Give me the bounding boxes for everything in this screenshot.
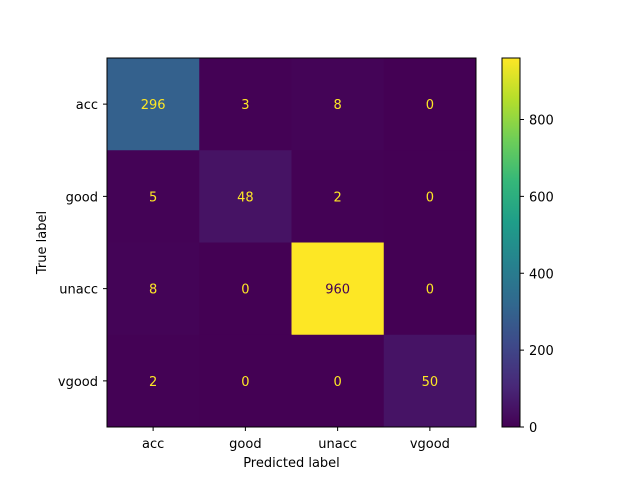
heatmap-cell	[291, 150, 385, 243]
heatmap-cells	[107, 58, 477, 428]
y-axis-label: True label	[35, 211, 50, 275]
x-tick-label: acc	[142, 437, 164, 452]
heatmap-cell	[107, 150, 200, 243]
x-tick-label: vgood	[410, 437, 450, 452]
colorbar-tick-label: 800	[529, 114, 554, 129]
heatmap-cell	[107, 242, 200, 336]
cell-value-label: 0	[426, 98, 434, 113]
heatmap-cell	[199, 150, 292, 243]
heatmap-cell	[107, 334, 200, 428]
y-tick-label: vgood	[58, 375, 98, 390]
cell-value-label: 960	[325, 283, 350, 298]
heatmap-cell	[199, 334, 292, 428]
x-axis-label: Predicted label	[243, 456, 340, 471]
x-tick-label: good	[229, 437, 261, 452]
cell-value-label: 48	[237, 190, 254, 205]
cell-value-label: 0	[426, 283, 434, 298]
heatmap-cell	[291, 334, 385, 428]
colorbar-ticks: 0 200 400 600 800	[520, 114, 554, 436]
cell-value-label: 2	[149, 375, 157, 390]
cell-value-label: 8	[149, 283, 157, 298]
y-tick-label: unacc	[59, 283, 98, 298]
cell-value-label: 0	[241, 283, 249, 298]
heatmap-cell	[199, 242, 292, 336]
heatmap-cell	[291, 242, 385, 336]
cell-value-label: 3	[241, 98, 249, 113]
cell-value-label: 0	[333, 375, 341, 390]
x-axis-ticks: acc good unacc vgood	[142, 427, 450, 452]
cell-value-labels: 296 3 8 0 5 48 2 0 8 0 960 0 2 0 0 50	[141, 98, 438, 390]
heatmap-cell	[291, 58, 385, 151]
colorbar	[501, 57, 521, 428]
cell-value-label: 5	[149, 190, 157, 205]
heatmap-cell	[107, 58, 200, 151]
colorbar-tick-label: 600	[529, 190, 554, 205]
heatmap-cell	[383, 242, 477, 336]
cell-value-label: 0	[241, 375, 249, 390]
cell-value-label: 0	[426, 190, 434, 205]
cell-value-label: 296	[141, 98, 166, 113]
y-tick-label: acc	[76, 98, 98, 113]
x-tick-label: unacc	[318, 437, 357, 452]
heatmap-cell	[383, 58, 477, 151]
y-tick-label: good	[66, 190, 98, 205]
colorbar-tick-label: 0	[529, 421, 537, 436]
heatmap-cell	[199, 58, 292, 151]
cell-value-label: 50	[422, 375, 439, 390]
colorbar-tick-label: 400	[529, 267, 554, 282]
heatmap-cell	[383, 334, 477, 428]
y-axis-ticks: acc good unacc vgood	[58, 98, 107, 390]
plot-frame	[106, 57, 477, 428]
cell-value-label: 8	[333, 98, 341, 113]
heatmap-cell	[383, 150, 477, 243]
colorbar-tick-label: 200	[529, 344, 554, 359]
cell-value-label: 2	[333, 190, 341, 205]
